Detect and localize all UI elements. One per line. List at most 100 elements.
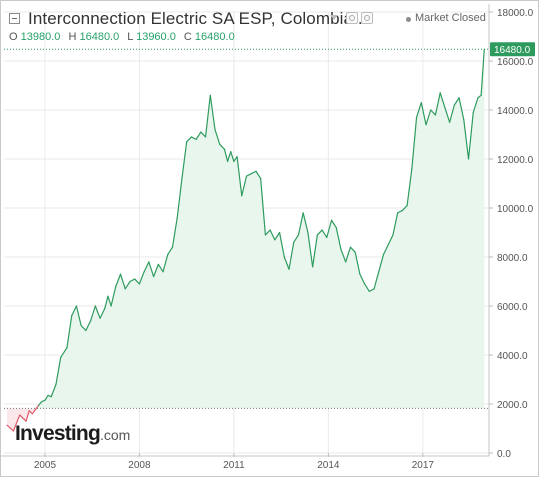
price-line-segment xyxy=(415,102,422,118)
price-line-segment xyxy=(373,271,380,290)
price-line-segment xyxy=(321,229,328,238)
price-line-segment xyxy=(364,283,370,292)
price-line-segment xyxy=(340,249,347,263)
price-line-segment xyxy=(66,315,73,349)
price-line-segment xyxy=(12,414,21,432)
price-line-segment xyxy=(223,148,229,163)
y-tick-label: 16000.0 xyxy=(497,57,534,68)
y-tick-label: 2000.0 xyxy=(497,400,528,411)
price-line-segment xyxy=(124,280,131,290)
price-line-segment xyxy=(28,410,33,415)
logo-suffix: .com xyxy=(99,427,131,443)
price-line-segment xyxy=(115,273,122,287)
price-line-segment xyxy=(209,94,216,131)
y-tick-label: 4000.0 xyxy=(497,351,528,362)
price-line-segment xyxy=(200,131,207,138)
price-line-segment xyxy=(349,246,356,253)
price-line-segment xyxy=(186,136,192,143)
settings-icon[interactable] xyxy=(346,12,358,24)
price-line-segment xyxy=(134,278,141,285)
price-line-segment xyxy=(335,227,342,251)
price-line-segment xyxy=(190,136,197,140)
chart-header: Interconnection Electric SA ESP, Colombi… xyxy=(0,0,541,48)
price-line-segment xyxy=(307,231,314,268)
chart-title: Interconnection Electric SA ESP, Colombi… xyxy=(28,9,368,28)
price-line-segment xyxy=(283,256,290,270)
price-line-segment xyxy=(233,155,238,163)
price-line-segment xyxy=(378,253,385,273)
x-tick-label: 2008 xyxy=(128,460,151,471)
price-line-segment xyxy=(392,212,399,236)
y-tick-label: 12000.0 xyxy=(497,155,534,166)
price-line-segment xyxy=(480,48,485,96)
y-tick-label: 6000.0 xyxy=(497,302,528,313)
price-line-segment xyxy=(449,104,455,123)
price-line-segment xyxy=(255,170,262,180)
price-line-segment xyxy=(359,273,366,285)
price-line-segment xyxy=(119,273,126,290)
price-line-segment xyxy=(31,404,40,415)
price-line-segment xyxy=(430,109,437,116)
price-line-segment xyxy=(181,141,188,180)
price-area xyxy=(7,49,485,431)
price-line-segment xyxy=(80,325,87,332)
x-tick-label: 2014 xyxy=(317,460,340,471)
price-line-segment xyxy=(176,178,183,219)
y-tick-label: 0.0 xyxy=(497,449,511,460)
x-tick-label: 2011 xyxy=(223,460,245,471)
price-line-segment xyxy=(312,234,318,268)
price-line-segment xyxy=(85,320,92,332)
price-line-segment xyxy=(38,400,43,406)
price-line-segment xyxy=(44,394,49,401)
price-line-segment xyxy=(278,231,285,258)
y-tick-label: 10000.0 xyxy=(497,204,534,215)
market-status: Market Closed xyxy=(415,12,486,24)
ohlc-low-value: 13960.0 xyxy=(136,31,176,43)
price-line-segment xyxy=(467,111,474,160)
price-line-segment xyxy=(406,168,413,207)
price-line-segment xyxy=(19,414,27,422)
price-line-segment xyxy=(75,305,82,327)
price-line-segment xyxy=(25,410,30,422)
price-line-segment xyxy=(439,92,446,109)
price-line xyxy=(6,48,485,432)
price-line-segment xyxy=(425,109,432,126)
price-line-segment xyxy=(204,94,211,138)
investing-logo[interactable]: Investing.com xyxy=(15,422,130,446)
logo-name: Investing xyxy=(15,422,101,445)
price-line-segment xyxy=(236,155,243,197)
chevron-down-icon[interactable] xyxy=(330,15,338,20)
collapse-icon[interactable] xyxy=(9,13,20,24)
ohlc-low-label: L xyxy=(127,31,134,43)
price-line-segment xyxy=(50,383,57,398)
price-line-segment xyxy=(214,129,221,145)
price-line-segment xyxy=(227,151,232,163)
price-line-segment xyxy=(171,217,178,248)
price-line-segment xyxy=(297,212,304,236)
status-dot-icon xyxy=(406,17,411,22)
price-line-segment xyxy=(107,295,112,307)
price-line-segment xyxy=(302,212,309,234)
price-line-segment xyxy=(453,97,460,106)
price-line-segment xyxy=(245,173,252,177)
price-line-segment xyxy=(387,234,394,246)
ohlc-close-value: 16480.0 xyxy=(194,31,235,43)
axes xyxy=(0,4,493,457)
price-line-segment xyxy=(288,241,295,270)
price-line-segment xyxy=(345,246,352,263)
last-price-badge xyxy=(490,42,535,57)
price-line-segment xyxy=(260,178,266,236)
price-line-segment xyxy=(444,106,451,123)
price-line-segment xyxy=(148,261,155,278)
price-line-segment xyxy=(143,261,150,273)
ohlc-close-label: C xyxy=(183,31,192,43)
price-line-segment xyxy=(293,234,300,243)
price-line-segment xyxy=(157,263,164,273)
camera-icon[interactable] xyxy=(361,12,373,24)
price-line-segment xyxy=(477,94,482,99)
price-line-segment xyxy=(99,307,106,319)
price-line-segment xyxy=(230,151,235,163)
last-price-label: 16480.0 xyxy=(494,45,531,56)
price-line-segment xyxy=(382,244,389,256)
